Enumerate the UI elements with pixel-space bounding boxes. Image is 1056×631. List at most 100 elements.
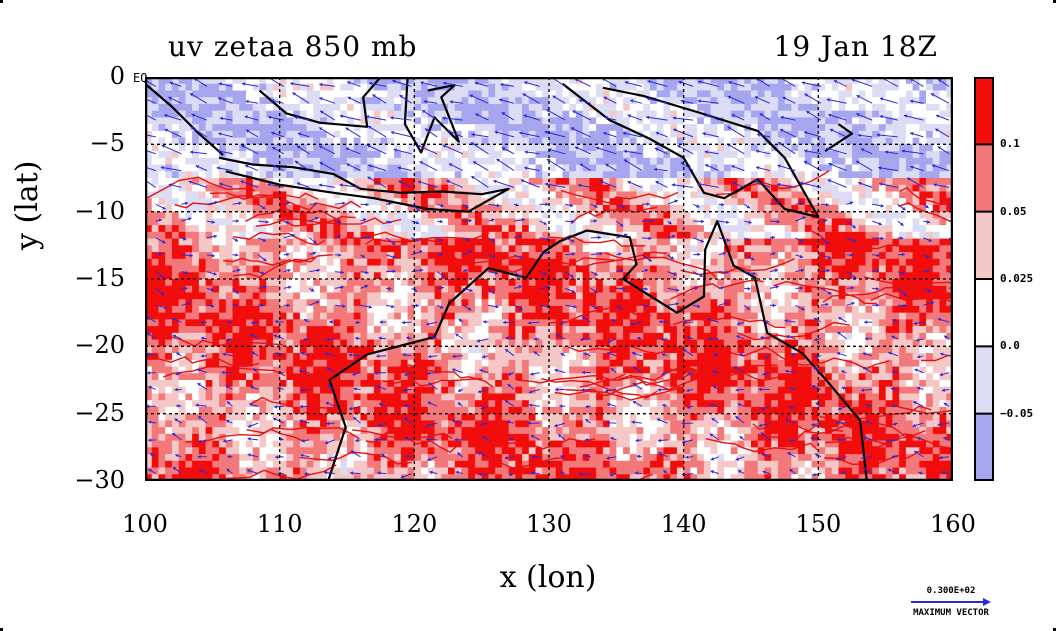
field-cell — [710, 103, 718, 112]
field-cell — [811, 178, 819, 186]
field-cell — [461, 245, 469, 253]
field-cell — [427, 312, 435, 320]
field-cell — [609, 279, 617, 287]
field-cell — [515, 265, 523, 273]
field-cell — [609, 110, 617, 118]
field-cell — [145, 312, 153, 320]
field-cell — [306, 279, 314, 287]
field-cell — [474, 231, 483, 239]
field-cell — [899, 137, 907, 145]
field-cell — [212, 332, 220, 340]
field-cell — [421, 332, 429, 340]
field-cell — [872, 178, 880, 186]
field-cell — [192, 326, 200, 334]
field-cell — [212, 279, 220, 287]
field-cell — [555, 279, 563, 287]
field-cell — [340, 103, 348, 112]
field-cell — [650, 238, 658, 246]
field-cell — [448, 299, 456, 307]
field-cell — [448, 124, 456, 132]
field-cell — [232, 211, 240, 219]
field-cell — [878, 312, 887, 320]
field-cell — [555, 319, 563, 327]
field-cell — [171, 77, 180, 85]
field-cell — [690, 218, 698, 226]
field-cell — [320, 110, 328, 118]
field-cell — [845, 231, 853, 239]
field-cell — [899, 191, 907, 199]
field-cell — [858, 151, 866, 159]
field-cell — [225, 117, 233, 125]
field-cell — [279, 130, 287, 138]
field-cell — [340, 265, 348, 273]
field-cell — [286, 238, 294, 246]
field-cell — [252, 292, 260, 300]
field-cell — [360, 124, 368, 132]
field-cell — [535, 346, 543, 354]
field-cell — [219, 191, 227, 199]
field-cell — [373, 299, 382, 307]
field-cell — [272, 110, 281, 118]
field-cell — [609, 326, 617, 334]
field-cell — [771, 326, 779, 334]
field-cell — [306, 272, 314, 280]
field-cell — [441, 265, 449, 273]
field-cell — [771, 258, 779, 266]
field-cell — [326, 124, 334, 132]
field-cell — [151, 164, 159, 172]
field-cell — [643, 272, 651, 280]
field-cell — [394, 184, 402, 192]
field-cell — [232, 90, 240, 98]
field-cell — [252, 137, 260, 145]
field-cell — [555, 265, 563, 273]
field-cell — [246, 171, 254, 179]
field-cell — [852, 332, 860, 340]
field-cell — [582, 184, 590, 192]
field-cell — [878, 130, 887, 138]
field-cell — [192, 245, 200, 253]
field-cell — [448, 326, 456, 334]
field-cell — [145, 285, 153, 293]
field-cell — [804, 265, 812, 273]
field-cell — [313, 198, 321, 206]
field-cell — [946, 117, 953, 125]
field-cell — [757, 184, 765, 192]
field-cell — [333, 339, 341, 347]
field-cell — [602, 299, 610, 307]
field-cell — [488, 77, 496, 85]
field-cell — [852, 312, 860, 320]
field-cell — [791, 285, 799, 293]
field-cell — [474, 77, 483, 85]
field-cell — [818, 144, 826, 152]
field-cell — [488, 231, 496, 239]
field-cell — [919, 204, 927, 213]
field-cell — [737, 346, 745, 354]
field-cell — [299, 231, 307, 239]
field-cell — [407, 191, 415, 199]
field-cell — [306, 164, 314, 172]
field-cell — [501, 245, 509, 253]
field-cell — [225, 130, 233, 138]
field-cell — [542, 238, 550, 246]
field-cell — [777, 83, 786, 91]
field-cell — [198, 225, 206, 233]
field-cell — [865, 184, 873, 192]
field-cell — [939, 184, 947, 192]
x-tick-label: 150 — [795, 510, 842, 538]
field-cell — [804, 117, 812, 125]
field-cell — [831, 238, 839, 246]
field-cell — [629, 312, 637, 320]
field-cell — [225, 110, 233, 118]
field-cell — [549, 83, 557, 91]
field-cell — [919, 90, 927, 98]
field-cell — [528, 258, 536, 266]
field-cell — [347, 285, 355, 293]
field-cell — [434, 144, 442, 152]
field-cell — [326, 198, 334, 206]
field-cell — [757, 117, 765, 125]
field-cell — [636, 299, 644, 307]
field-cell — [448, 312, 456, 320]
field-cell — [178, 285, 186, 293]
field-cell — [151, 124, 159, 132]
field-cell — [232, 204, 240, 213]
